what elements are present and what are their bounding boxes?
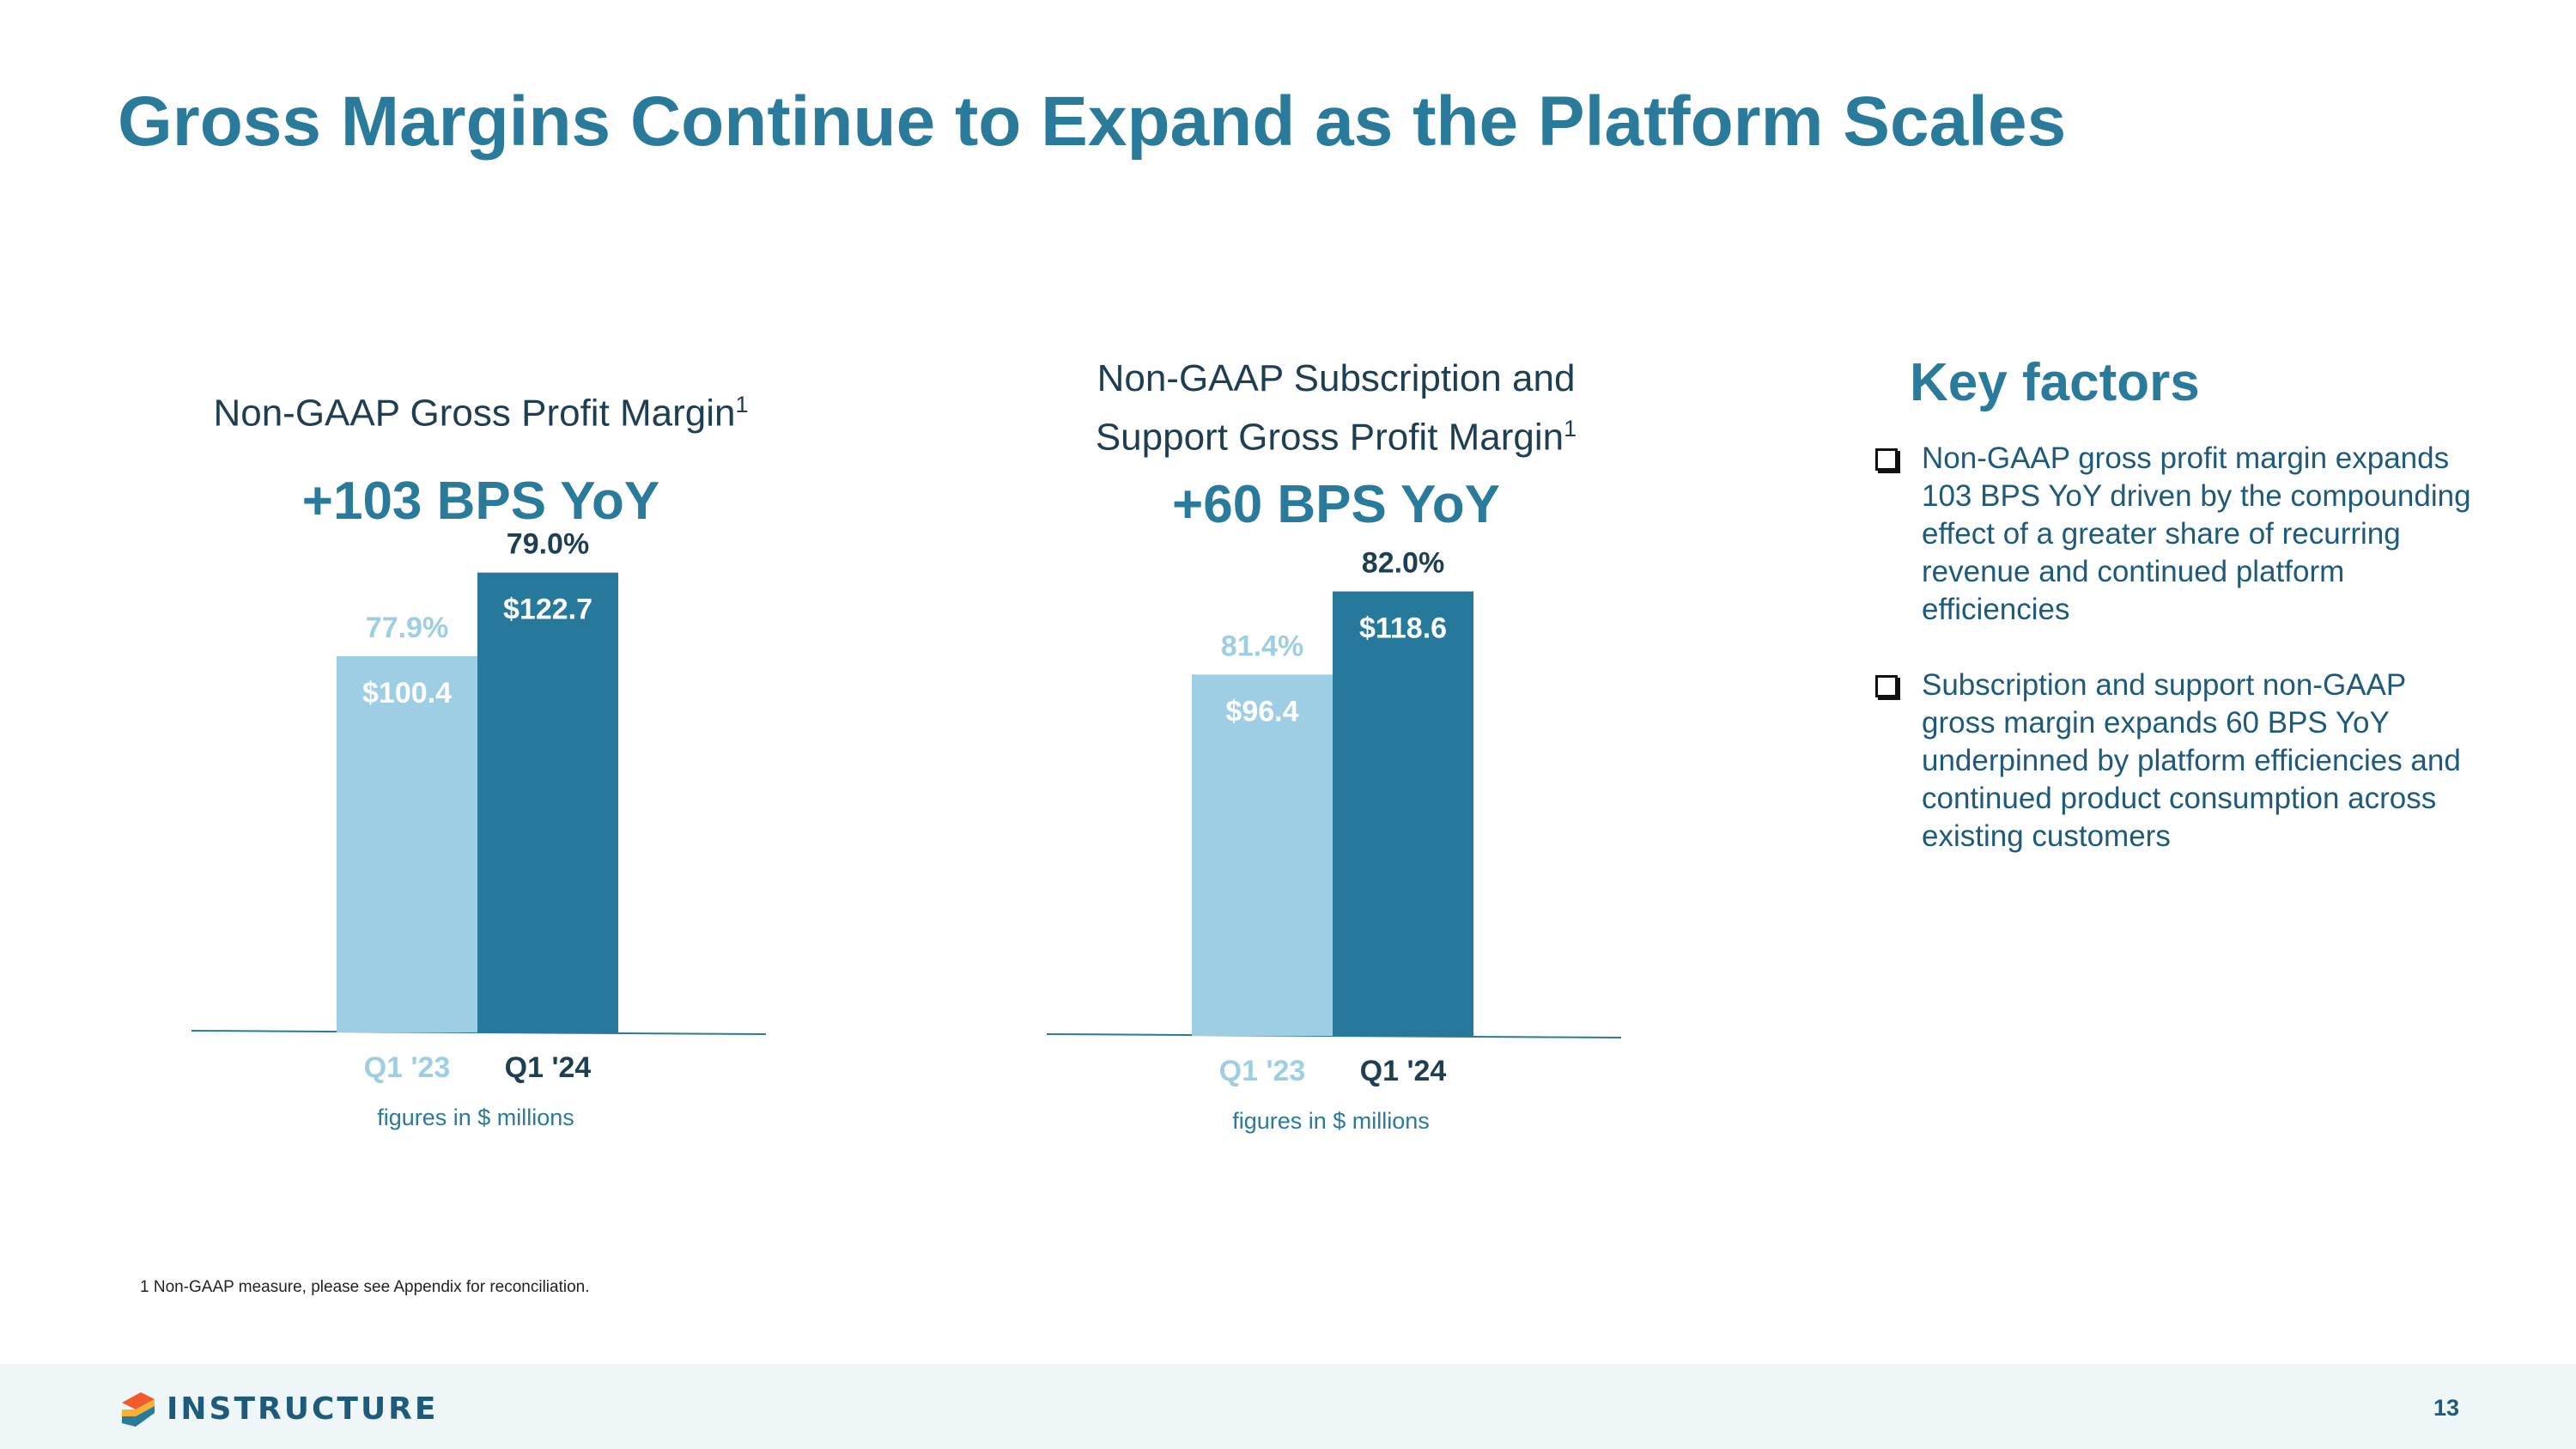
bar-q1-23 — [337, 655, 477, 1032]
page-number: 13 — [2433, 1395, 2460, 1421]
bar-value-label: $100.4 — [362, 677, 452, 709]
instructure-logo-icon — [122, 1391, 155, 1427]
x-tick-label: Q1 '24 — [1360, 1055, 1447, 1087]
chart-title: Non-GAAP Subscription and Support Gross … — [1044, 354, 1628, 463]
x-tick-label: Q1 '23 — [1219, 1055, 1306, 1087]
bps-headline: +103 BPS YoY — [301, 472, 660, 531]
chart-title-line-2: Support Gross Profit Margin1 — [1095, 416, 1577, 459]
bar-value-label: $118.6 — [1359, 612, 1447, 645]
bar-q1-24 — [1333, 591, 1473, 1036]
chart-title-line-1: Non-GAAP Subscription and — [1097, 357, 1576, 399]
bar-chart-gross-margin: $100.4 77.9% Q1 '23 $122.7 79.0% Q1 '24 figure… — [191, 528, 767, 1130]
logo-text: INSTRUCTURE — [167, 1391, 439, 1427]
key-factor-item: Non-GAAP gross profit margin expands 103… — [1872, 440, 2473, 629]
x-tick-label: Q1 '23 — [364, 1051, 451, 1084]
bar-value-label: $122.7 — [503, 594, 592, 626]
key-factors-list: Non-GAAP gross profit margin expands 103… — [1872, 440, 2473, 893]
chart-panel-gross-margin: Non-GAAP Gross Profit Margin1 +103 BPS Y… — [189, 344, 773, 1151]
margin-percent-label: 82.0% — [1362, 547, 1444, 580]
bar-chart-subscription-margin: $96.4 81.4% Q1 '23 $118.6 82.0% Q1 '24 figures… — [1046, 547, 1622, 1134]
bps-headline: +60 BPS YoY — [1172, 475, 1500, 534]
footer-bar: INSTRUCTURE 13 — [0, 1364, 2576, 1449]
bar-value-label: $96.4 — [1225, 695, 1298, 728]
key-factor-item: Subscription and support non-GAAP gross … — [1872, 667, 2473, 855]
units-note: figures in $ millions — [1232, 1108, 1430, 1134]
slide-title: Gross Margins Continue to Expand as the … — [118, 82, 2067, 161]
bar-q1-23 — [1192, 674, 1333, 1036]
x-tick-label: Q1 '24 — [505, 1051, 592, 1084]
key-factor-text: Subscription and support non-GAAP gross … — [1922, 668, 2461, 853]
footnote: 1 Non-GAAP measure, please see Appendix … — [140, 1278, 590, 1296]
margin-percent-label: 79.0% — [507, 528, 589, 561]
instructure-logo: INSTRUCTURE — [122, 1391, 438, 1427]
chart-panel-subscription-margin: Non-GAAP Subscription and Support Gross … — [1044, 344, 1628, 1151]
checkbox-bullet-icon — [1875, 675, 1898, 697]
chart-title: Non-GAAP Gross Profit Margin1 — [213, 392, 749, 435]
margin-percent-label: 77.9% — [366, 612, 448, 644]
key-factor-text: Non-GAAP gross profit margin expands 103… — [1922, 441, 2471, 626]
bar-q1-24 — [477, 572, 618, 1032]
units-note: figures in $ millions — [377, 1105, 574, 1130]
margin-percent-label: 81.4% — [1221, 630, 1303, 662]
key-factors-title: Key factors — [1910, 353, 2200, 412]
checkbox-bullet-icon — [1875, 448, 1898, 471]
